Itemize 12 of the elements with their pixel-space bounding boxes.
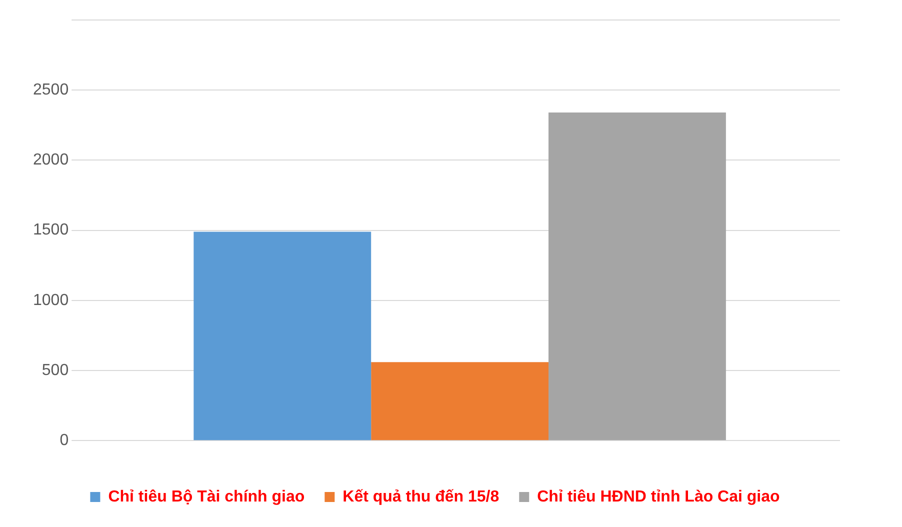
bar <box>194 232 372 440</box>
legend-label: Chỉ tiêu HĐND tỉnh Lào Cai giao <box>537 488 780 506</box>
legend-label: Kết quả thu đến 15/8 <box>342 488 500 506</box>
y-tick-label: 2000 <box>33 152 69 169</box>
y-tick-label: 500 <box>42 362 69 379</box>
y-tick-label: 2500 <box>33 82 69 99</box>
y-tick-label: 1000 <box>33 292 69 309</box>
y-tick-label: 1500 <box>33 222 69 239</box>
legend-label: Chỉ tiêu Bộ Tài chính giao <box>108 488 305 506</box>
y-tick-label: 0 <box>60 432 69 450</box>
bar <box>371 362 549 440</box>
bar <box>548 112 726 440</box>
